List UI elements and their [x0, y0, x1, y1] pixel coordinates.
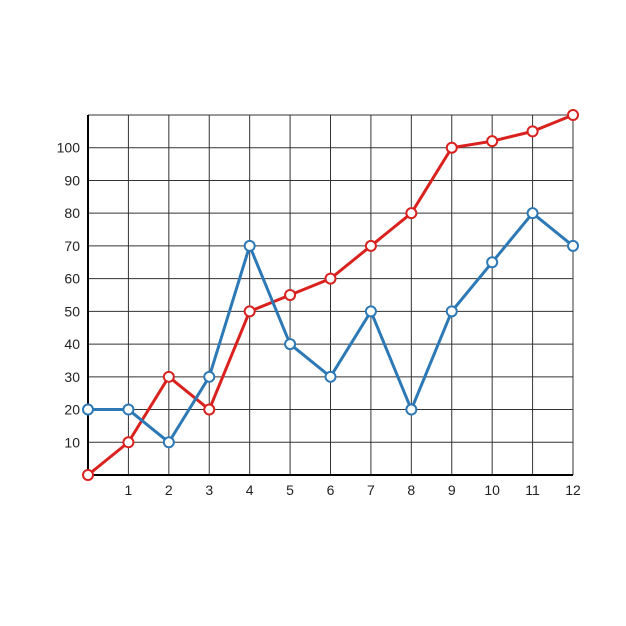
y-tick-label: 60: [64, 271, 80, 287]
x-tick-label: 3: [205, 482, 213, 498]
x-tick-label: 2: [165, 482, 173, 498]
series-marker-blue: [285, 339, 295, 349]
series-marker-red: [285, 290, 295, 300]
series-marker-blue: [406, 405, 416, 415]
x-tick-label: 10: [484, 482, 500, 498]
series-marker-red: [83, 470, 93, 480]
series-marker-blue: [487, 257, 497, 267]
y-tick-label: 80: [64, 205, 80, 221]
x-tick-label: 4: [246, 482, 254, 498]
y-tick-label: 100: [57, 140, 81, 156]
series-marker-blue: [123, 405, 133, 415]
x-tick-label: 5: [286, 482, 294, 498]
x-tick-label: 8: [407, 482, 415, 498]
series-marker-red: [164, 372, 174, 382]
series-marker-red: [487, 136, 497, 146]
series-marker-red: [204, 405, 214, 415]
series-marker-blue: [366, 306, 376, 316]
y-tick-label: 70: [64, 238, 80, 254]
series-marker-blue: [447, 306, 457, 316]
series-marker-blue: [204, 372, 214, 382]
series-marker-red: [568, 110, 578, 120]
series-marker-red: [447, 143, 457, 153]
series-marker-blue: [83, 405, 93, 415]
y-tick-label: 90: [64, 172, 80, 188]
series-marker-blue: [528, 208, 538, 218]
y-tick-label: 20: [64, 402, 80, 418]
line-chart: 102030405060708090100123456789101112: [0, 0, 626, 626]
series-marker-blue: [568, 241, 578, 251]
y-tick-label: 40: [64, 336, 80, 352]
x-tick-label: 9: [448, 482, 456, 498]
x-tick-label: 7: [367, 482, 375, 498]
series-marker-blue: [326, 372, 336, 382]
series-marker-red: [123, 437, 133, 447]
y-tick-label: 30: [64, 369, 80, 385]
x-tick-label: 11: [525, 482, 540, 498]
x-tick-label: 12: [565, 482, 581, 498]
x-tick-label: 1: [125, 482, 133, 498]
y-tick-label: 50: [64, 303, 80, 319]
series-marker-red: [245, 306, 255, 316]
x-tick-label: 6: [327, 482, 335, 498]
series-marker-red: [406, 208, 416, 218]
chart-canvas: 102030405060708090100123456789101112: [0, 0, 626, 626]
series-marker-red: [528, 126, 538, 136]
y-tick-label: 10: [64, 434, 80, 450]
series-marker-red: [326, 274, 336, 284]
series-marker-blue: [164, 437, 174, 447]
series-marker-red: [366, 241, 376, 251]
series-marker-blue: [245, 241, 255, 251]
